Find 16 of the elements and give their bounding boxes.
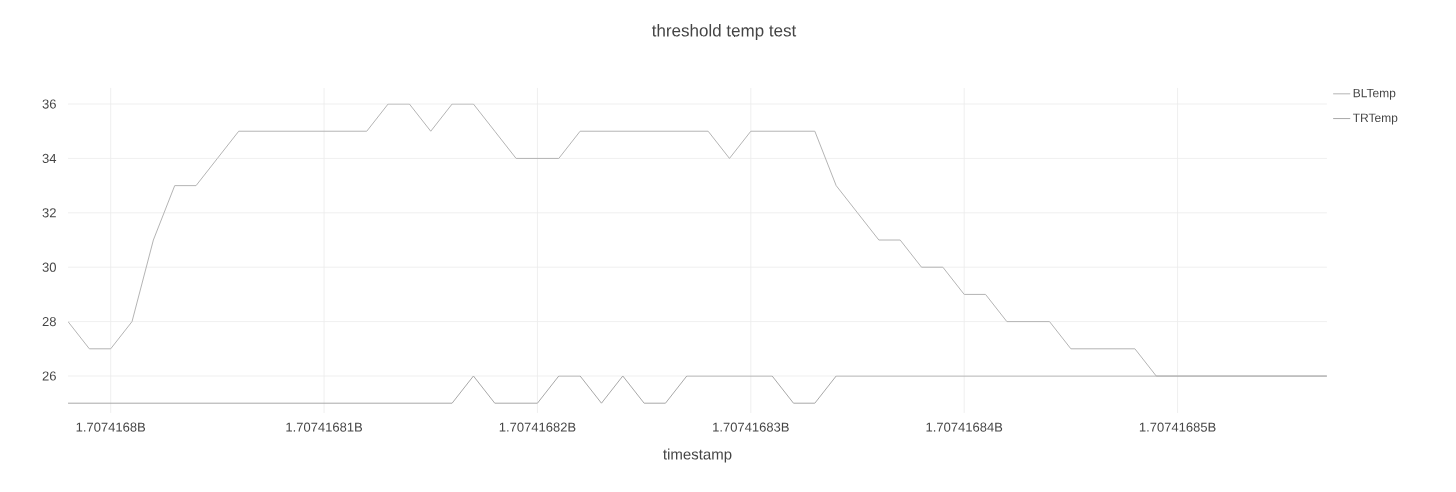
legend-label: BLTemp: [1353, 88, 1396, 100]
y-tick-label: 26: [42, 371, 56, 381]
x-tick-label: 1.70741682B: [499, 422, 576, 432]
y-tick-label: 28: [42, 317, 56, 327]
y-tick-label: 36: [42, 99, 56, 109]
x-tick-label: 1.70741685B: [1139, 422, 1216, 432]
x-tick-label: 1.70741684B: [926, 422, 1003, 432]
x-axis-title: timestamp: [663, 448, 732, 463]
legend-label: TRTemp: [1352, 113, 1398, 125]
x-tick-label: 1.7074168B: [76, 422, 146, 432]
chart-title: threshold temp test: [651, 24, 797, 40]
y-tick-label: 30: [42, 262, 56, 272]
y-tick-label: 32: [42, 208, 56, 218]
y-tick-label: 34: [42, 153, 57, 164]
x-tick-label: 1.70741681B: [286, 422, 363, 432]
x-tick-label: 1.70741683B: [713, 422, 789, 432]
